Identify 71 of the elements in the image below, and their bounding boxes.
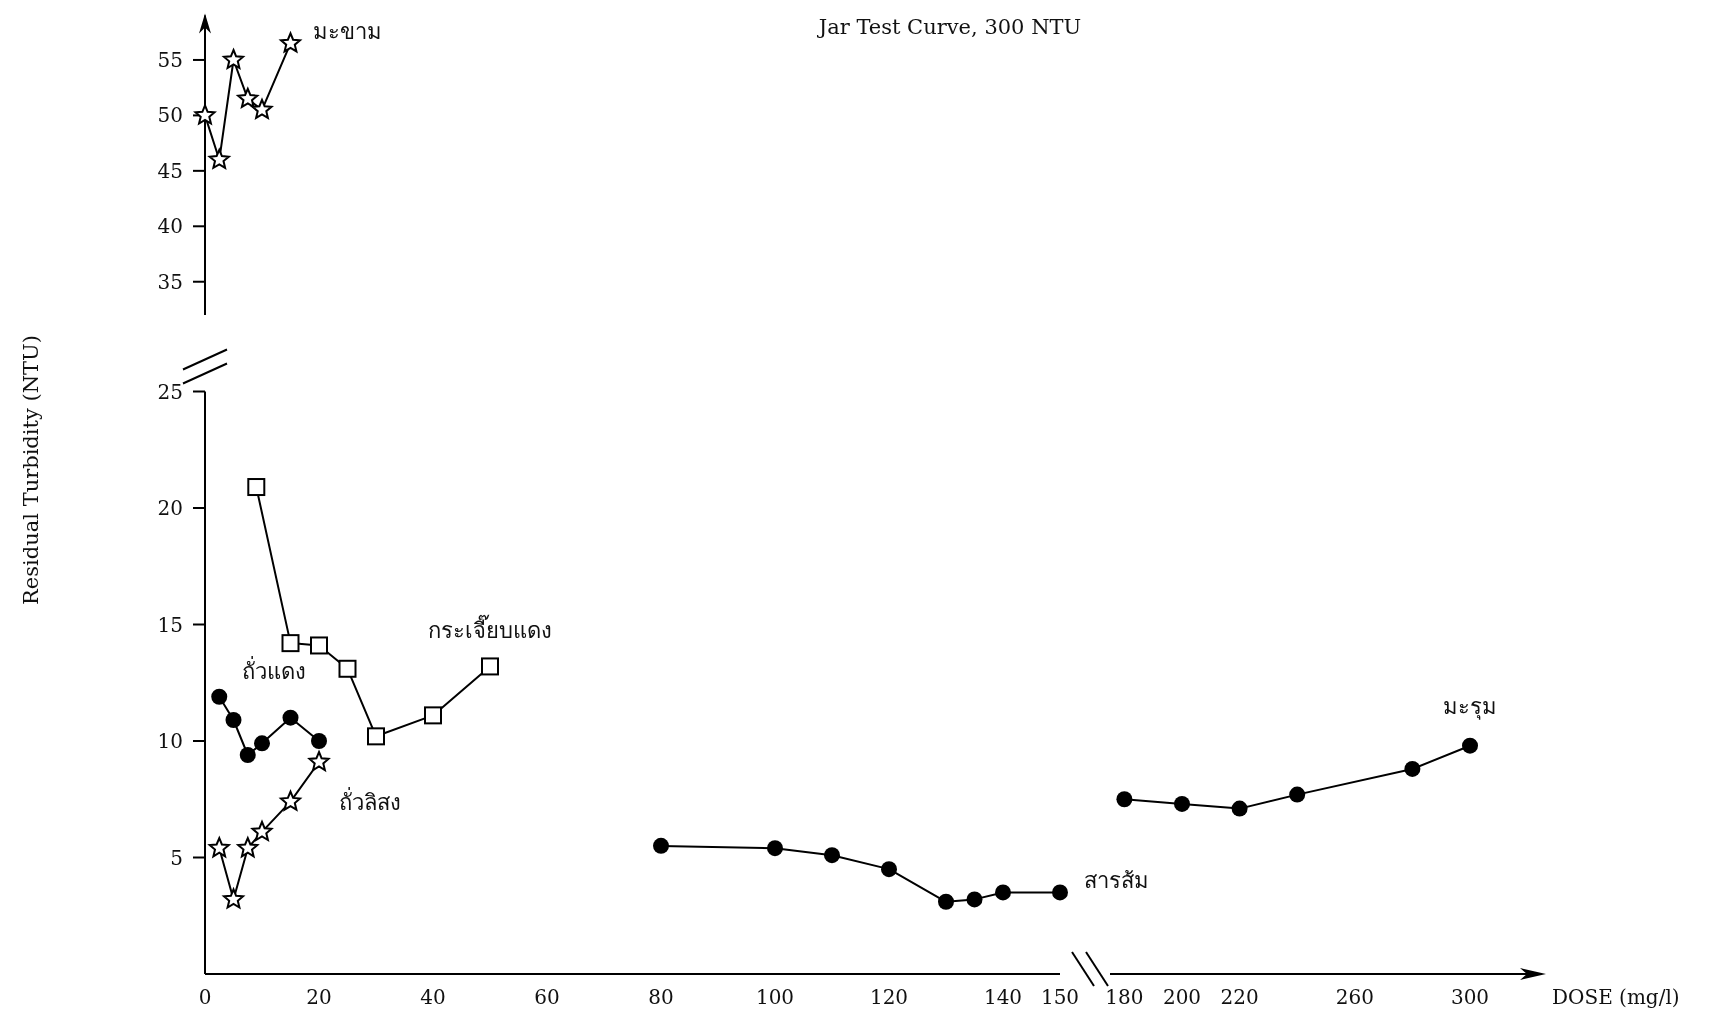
series-label: มะขาม [312,19,382,45]
point [251,820,273,841]
point [282,709,299,726]
y-axis-title: Residual Turbidity (NTU) [19,335,43,605]
y-tick-label: 25 [157,379,183,404]
point [223,49,244,69]
point [481,657,499,676]
point [338,659,357,678]
point [254,735,270,752]
y-tick-label: 10 [157,729,183,753]
x-tick-label: 0 [198,985,212,1009]
x-tick-label: 260 [1335,985,1374,1009]
point [424,706,442,725]
x-tick-label: 100 [755,985,795,1009]
chart-title: Jar Test Curve, 300 NTU [816,15,1082,39]
y-tick-label: 20 [157,496,183,520]
point [824,847,840,864]
point [1289,786,1306,803]
point [1174,795,1190,812]
point [311,733,327,749]
series-label: ถั่วแดง [242,656,306,684]
x-tick-label: 140 [983,985,1023,1009]
point [247,478,266,497]
point [208,148,230,169]
point [280,32,301,53]
point [995,884,1011,901]
point [225,712,242,729]
point [281,634,300,653]
y-tick-label: 5 [170,845,183,870]
point [223,888,244,909]
x-tick-label: 150 [1040,985,1080,1009]
point [1404,760,1421,777]
point [938,893,954,910]
x-tick-label: 200 [1162,985,1202,1009]
x-tick-label: 120 [869,985,909,1009]
y-tick-label: 50 [157,103,183,128]
point [310,636,328,655]
series-label: กระเจี๊ยบแดง [428,614,552,644]
y-tick-label: 15 [157,612,183,637]
point [211,688,228,705]
point [966,891,983,908]
point [237,87,259,108]
y-tick-label: 55 [157,47,183,72]
point [767,840,783,857]
point [239,746,256,763]
x-tick-label: 220 [1220,985,1259,1009]
point [308,751,330,772]
x-axis-title: DOSE (mg/l) [1552,985,1680,1009]
point [367,727,385,746]
point [881,861,897,878]
series-label: ถั่วลิสง [339,786,401,815]
point [653,837,669,854]
x-tick-label: 20 [306,985,332,1009]
point [237,837,259,858]
x-tick-label: 40 [420,985,446,1009]
point [1052,884,1068,901]
y-tick-label: 35 [157,269,183,294]
x-tick-label: 180 [1105,985,1144,1009]
point [251,98,273,119]
x-tick-label: 80 [648,985,674,1009]
point [1116,791,1133,808]
series-label: สารส้ม [1084,868,1149,894]
point [208,837,230,858]
y-tick-label: 40 [157,214,183,239]
y-tick-label: 45 [157,158,183,183]
series-label: มะรุม [1443,693,1497,720]
x-tick-label: 300 [1450,985,1490,1009]
point [1462,737,1478,754]
point [280,790,301,811]
point [1231,800,1248,817]
x-tick-label: 60 [534,985,560,1009]
